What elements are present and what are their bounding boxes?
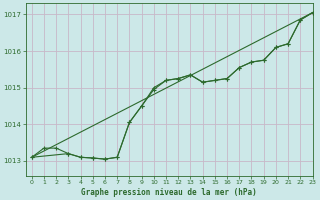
X-axis label: Graphe pression niveau de la mer (hPa): Graphe pression niveau de la mer (hPa) <box>81 188 257 197</box>
